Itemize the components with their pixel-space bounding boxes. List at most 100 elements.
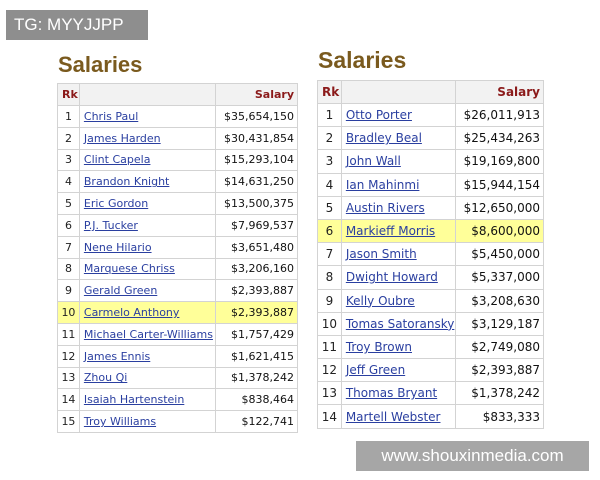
salary-cell: $30,431,854 (214, 126, 299, 150)
player-link[interactable]: Isaiah Hartenstein (78, 388, 216, 412)
rank-cell: 3 (317, 149, 342, 174)
rank-cell: 14 (57, 388, 80, 412)
player-link[interactable]: Chris Paul (78, 105, 216, 128)
player-link[interactable]: Kelly Oubre (340, 288, 456, 313)
player-link[interactable]: Markieff Morris (340, 218, 456, 244)
player-link[interactable]: Troy Williams (78, 410, 216, 433)
salary-cell: $2,393,887 (214, 279, 299, 303)
table-row: 15 Troy Williams $122,741 (57, 410, 299, 433)
rank-cell: 12 (317, 358, 342, 383)
rank-cell: 14 (317, 404, 342, 429)
rank-cell: 5 (57, 192, 80, 215)
salary-cell: $14,631,250 (214, 170, 299, 194)
player-link[interactable]: John Wall (340, 149, 456, 174)
right-salaries-table: Rk Salary 1 Otto Porter $26,011,913 2 Bradle… (317, 80, 545, 429)
salary-column-header[interactable]: Salary (454, 80, 545, 104)
player-link[interactable]: Gerald Green (78, 279, 216, 303)
table-row: 10 Carmelo Anthony $2,393,887 (57, 301, 299, 324)
player-link[interactable]: Martell Webster (340, 404, 456, 429)
salary-column-header[interactable]: Salary (214, 83, 299, 106)
table-row: 2 James Harden $30,431,854 (57, 126, 299, 150)
table-row: 13 Zhou Qi $1,378,242 (57, 366, 299, 390)
player-link[interactable]: Brandon Knight (78, 170, 216, 194)
rank-cell: 4 (317, 172, 342, 197)
rank-cell: 9 (317, 288, 342, 313)
player-link[interactable]: Marquese Chriss (78, 257, 216, 281)
salary-cell: $5,450,000 (454, 242, 545, 267)
player-link[interactable]: James Ennis (78, 344, 216, 368)
table-header-row: Rk Salary (57, 83, 299, 106)
rank-cell: 9 (57, 279, 80, 303)
salary-cell: $2,393,887 (454, 358, 545, 383)
player-link[interactable]: Eric Gordon (78, 192, 216, 215)
salary-cell: $1,378,242 (214, 366, 299, 390)
table-row: 14 Isaiah Hartenstein $838,464 (57, 388, 299, 412)
player-link[interactable]: Bradley Beal (340, 126, 456, 151)
player-column-header (78, 83, 216, 106)
rank-column-header[interactable]: Rk (57, 83, 80, 106)
player-link[interactable]: Otto Porter (340, 102, 456, 128)
salary-cell: $833,333 (454, 404, 545, 429)
salary-cell: $2,749,080 (454, 334, 545, 360)
salary-cell: $3,208,630 (454, 288, 545, 313)
rank-cell: 5 (317, 195, 342, 220)
salary-cell: $8,600,000 (454, 218, 545, 244)
player-link[interactable]: Clint Capela (78, 148, 216, 172)
rank-column-header[interactable]: Rk (317, 80, 342, 104)
player-column-header (340, 80, 456, 104)
salary-cell: $1,621,415 (214, 344, 299, 368)
left-table-body: 1 Chris Paul $35,654,150 2 James Harden $30,4… (57, 105, 299, 433)
table-header-row: Rk Salary (317, 80, 545, 104)
table-row: 9 Kelly Oubre $3,208,630 (317, 288, 545, 313)
rank-cell: 10 (317, 311, 342, 336)
player-link[interactable]: Tomas Satoransky (340, 311, 456, 336)
rank-cell: 12 (57, 344, 80, 368)
salary-cell: $7,969,537 (214, 213, 299, 237)
rank-cell: 11 (57, 322, 80, 346)
watermark-bottom-label: www.shouxinmedia.com (356, 441, 589, 471)
salary-cell: $3,129,187 (454, 311, 545, 336)
table-row: 6 P.J. Tucker $7,969,537 (57, 213, 299, 237)
left-salaries-heading: Salaries (58, 52, 143, 77)
rank-cell: 10 (57, 301, 80, 324)
rank-cell: 4 (57, 170, 80, 194)
rank-cell: 1 (317, 102, 342, 128)
player-link[interactable]: Nene Hilario (78, 235, 216, 259)
player-link[interactable]: Jeff Green (340, 358, 456, 383)
player-link[interactable]: Troy Brown (340, 334, 456, 360)
salary-cell: $26,011,913 (454, 102, 545, 128)
table-row: 11 Michael Carter-Williams $1,757,429 (57, 322, 299, 346)
player-link[interactable]: P.J. Tucker (78, 213, 216, 237)
salary-cell: $13,500,375 (214, 192, 299, 215)
table-row: 10 Tomas Satoransky $3,129,187 (317, 311, 545, 336)
table-row: 7 Jason Smith $5,450,000 (317, 242, 545, 267)
player-link[interactable]: Carmelo Anthony (78, 301, 216, 324)
salary-cell: $35,654,150 (214, 105, 299, 128)
table-row: 4 Ian Mahinmi $15,944,154 (317, 172, 545, 197)
player-link[interactable]: Austin Rivers (340, 195, 456, 220)
right-salaries-heading: Salaries (318, 47, 407, 73)
watermark-top-label: TG: MYYJJPP (6, 10, 148, 40)
player-link[interactable]: Jason Smith (340, 242, 456, 267)
salary-cell: $19,169,800 (454, 149, 545, 174)
player-link[interactable]: Ian Mahinmi (340, 172, 456, 197)
salary-cell: $5,337,000 (454, 265, 545, 290)
salary-cell: $838,464 (214, 388, 299, 412)
player-link[interactable]: Michael Carter-Williams (78, 322, 216, 346)
rank-cell: 13 (57, 366, 80, 390)
rank-cell: 6 (317, 218, 342, 244)
table-row: 4 Brandon Knight $14,631,250 (57, 170, 299, 194)
table-row: 5 Austin Rivers $12,650,000 (317, 195, 545, 220)
table-row: 13 Thomas Bryant $1,378,242 (317, 381, 545, 406)
rank-cell: 1 (57, 105, 80, 128)
table-row: 1 Otto Porter $26,011,913 (317, 102, 545, 128)
rank-cell: 8 (57, 257, 80, 281)
rank-cell: 2 (57, 126, 80, 150)
salary-cell: $3,206,160 (214, 257, 299, 281)
player-link[interactable]: Zhou Qi (78, 366, 216, 390)
player-link[interactable]: Dwight Howard (340, 265, 456, 290)
player-link[interactable]: James Harden (78, 126, 216, 150)
player-link[interactable]: Thomas Bryant (340, 381, 456, 406)
salary-cell: $12,650,000 (454, 195, 545, 220)
rank-cell: 15 (57, 410, 80, 433)
